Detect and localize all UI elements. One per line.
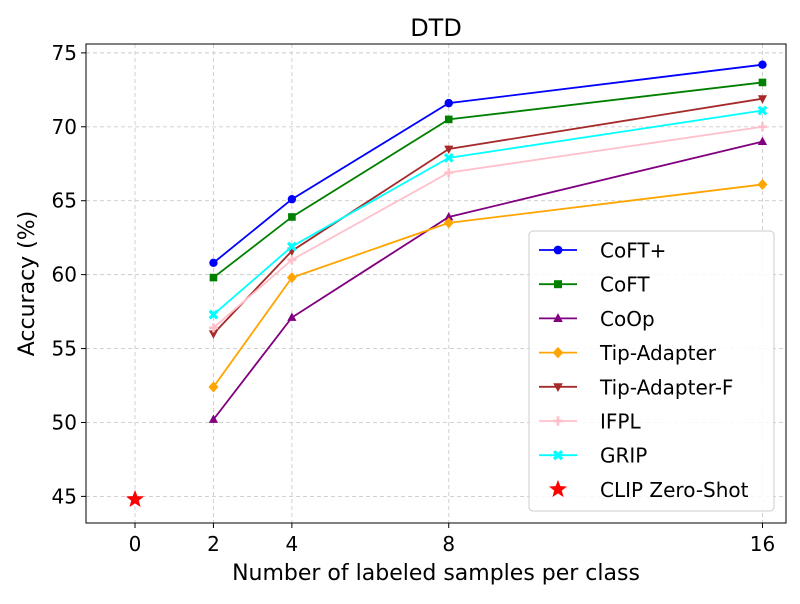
data-point-coft bbox=[444, 115, 453, 124]
series-ifpl bbox=[208, 122, 767, 333]
data-point-ifpl bbox=[444, 168, 454, 178]
legend-swatch-marker bbox=[553, 383, 563, 393]
legend-swatch-marker bbox=[554, 280, 562, 289]
data-point-coft bbox=[288, 213, 296, 221]
series-coop bbox=[208, 136, 768, 423]
legend-label: CLIP Zero-Shot bbox=[600, 478, 749, 502]
data-point-coop bbox=[757, 136, 768, 145]
y-tick-label: 60 bbox=[52, 263, 77, 287]
series-line-coop bbox=[212, 140, 763, 421]
legend-item-grip: GRIP bbox=[539, 444, 647, 468]
data-point-ifpl bbox=[757, 122, 767, 132]
series-layer bbox=[125, 60, 768, 508]
data-point-coft bbox=[758, 78, 767, 87]
legend-label: Tip-Adapter bbox=[599, 341, 717, 365]
data-point-grip bbox=[757, 105, 768, 116]
x-tick-label: 16 bbox=[750, 532, 775, 556]
data-point-coft bbox=[758, 60, 767, 69]
data-point-grip bbox=[443, 152, 454, 163]
x-tick-label: 4 bbox=[286, 532, 299, 556]
legend-box bbox=[528, 230, 775, 512]
data-point-coft bbox=[209, 273, 218, 282]
legend-item-tip-adapter: Tip-Adapter bbox=[539, 341, 717, 365]
data-point-tip-adapter bbox=[757, 178, 768, 190]
data-point-coft bbox=[209, 258, 218, 268]
series-line-ifpl bbox=[212, 125, 763, 329]
y-tick-label: 75 bbox=[52, 41, 77, 65]
data-point-tip-adapter-f bbox=[208, 330, 219, 339]
legend-swatch-marker bbox=[553, 313, 563, 322]
data-point-coft bbox=[444, 98, 453, 108]
legend-label: IFPL bbox=[600, 410, 641, 434]
series-clip-zero-shot bbox=[125, 489, 145, 508]
plot-frame bbox=[85, 43, 787, 524]
data-point-tip-adapter bbox=[286, 272, 297, 284]
series-line-grip bbox=[212, 109, 763, 316]
legend-label: CoFT+ bbox=[600, 239, 666, 263]
series-coft bbox=[209, 60, 767, 268]
legend-swatch-marker bbox=[552, 346, 564, 359]
legend-item-coft: CoFT+ bbox=[539, 239, 666, 263]
data-point-tip-adapter bbox=[208, 381, 219, 393]
y-tick-label: 45 bbox=[52, 484, 77, 508]
legend-swatch-marker bbox=[548, 479, 568, 498]
y-tick-label: 70 bbox=[52, 115, 77, 139]
data-point-tip-adapter-f bbox=[444, 145, 454, 154]
data-point-grip bbox=[286, 241, 297, 252]
tick-layer: 0 2 4 8 16 45 50 55 60 65 70 75 bbox=[52, 41, 776, 556]
data-point-coop bbox=[287, 312, 297, 321]
x-tick-label: 8 bbox=[442, 532, 455, 556]
legend: CoFT+ CoFT CoOp Tip-Adapter Tip-Adapter-F IFP… bbox=[528, 230, 775, 512]
data-point-ifpl bbox=[287, 255, 297, 265]
chart-title: DTD bbox=[410, 14, 462, 42]
series-line-coft bbox=[212, 81, 763, 279]
legend-label: Tip-Adapter-F bbox=[599, 375, 733, 399]
data-point-ifpl bbox=[208, 323, 218, 333]
data-point-tip-adapter-f bbox=[757, 95, 768, 104]
legend-item-coft: CoFT bbox=[539, 273, 650, 297]
data-point-grip bbox=[208, 309, 219, 320]
x-tick-label: 2 bbox=[207, 532, 220, 556]
series-coft bbox=[209, 78, 767, 282]
data-point-tip-adapter bbox=[443, 217, 454, 229]
x-axis-label: Number of labeled samples per class bbox=[232, 561, 640, 586]
series-line-tip-adapter bbox=[212, 183, 763, 388]
legend-item-coop: CoOp bbox=[539, 307, 655, 331]
x-tick-label: 0 bbox=[129, 532, 142, 556]
legend-item-tip-adapter-f: Tip-Adapter-F bbox=[539, 375, 733, 399]
legend-swatch-marker bbox=[552, 450, 564, 461]
series-line-tip-adapter-f bbox=[212, 97, 763, 335]
data-point-coft bbox=[287, 195, 297, 204]
legend-item-clip-zero-shot: CLIP Zero-Shot bbox=[548, 478, 749, 502]
data-point-coop bbox=[208, 414, 219, 423]
y-tick-label: 65 bbox=[52, 189, 77, 213]
legend-label: GRIP bbox=[600, 444, 647, 468]
y-tick-label: 55 bbox=[52, 337, 77, 361]
legend-swatch-marker bbox=[553, 416, 563, 426]
legend-label: CoOp bbox=[600, 307, 655, 331]
y-axis-label: Accuracy (%) bbox=[15, 211, 40, 357]
legend-label: CoFT bbox=[600, 273, 650, 297]
data-point-clip-zero-shot bbox=[125, 489, 145, 508]
legend-swatch-marker bbox=[553, 245, 563, 255]
series-grip bbox=[208, 105, 768, 320]
series-line-coft bbox=[212, 63, 763, 264]
series-tip-adapter bbox=[208, 178, 768, 393]
legend-item-ifpl: IFPL bbox=[539, 410, 641, 434]
data-point-coop bbox=[444, 211, 454, 221]
y-tick-label: 50 bbox=[52, 410, 77, 434]
